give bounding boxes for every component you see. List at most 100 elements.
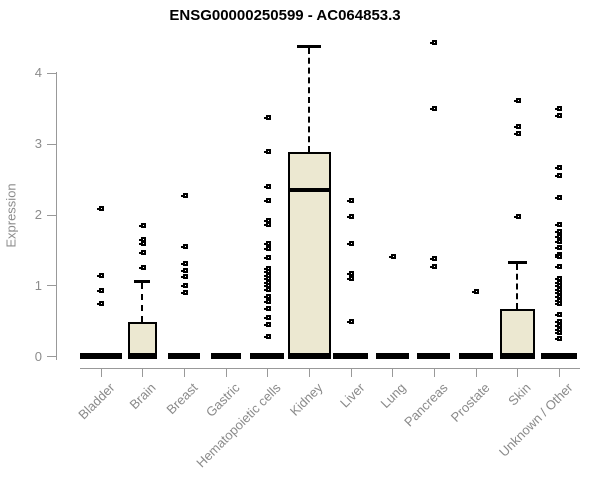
outlier-point-brain (138, 264, 146, 270)
outlier-point-hematopoietic-cells (263, 218, 271, 224)
outlier-point-hematopoietic-cells (263, 148, 271, 154)
outlier-point-hematopoietic-cells (263, 306, 271, 312)
x-axis-tick (350, 369, 352, 377)
outlier-point-skin (513, 131, 521, 137)
x-axis-tick (558, 369, 560, 377)
outlier-point-breast (180, 267, 188, 273)
outlier-point-hematopoietic-cells (263, 334, 271, 340)
box-zero-bar-liver (333, 352, 369, 359)
x-axis-tick (184, 369, 186, 377)
box-zero-bar-breast (168, 352, 201, 359)
outlier-point-unknown-other (555, 106, 563, 112)
outlier-point-bladder (97, 272, 105, 278)
outlier-point-bladder (97, 301, 105, 307)
outlier-point-bladder (97, 206, 105, 212)
box-zero-bar-skin (499, 352, 535, 359)
outlier-point-liver (347, 213, 355, 219)
outlier-point-prostate (472, 289, 480, 295)
x-axis-tick (100, 369, 102, 377)
outlier-point-unknown-other (555, 228, 563, 234)
outlier-point-unknown-other (555, 195, 563, 201)
y-axis-tick-label: 0 (34, 348, 42, 364)
outlier-point-unknown-other (555, 113, 563, 119)
outlier-point-pancreas (430, 255, 438, 261)
box-zero-bar-pancreas (417, 352, 451, 359)
box-body-brain (127, 321, 157, 353)
box-zero-bar-prostate (458, 352, 493, 359)
box-zero-bar-lung (375, 352, 409, 359)
x-axis-tick (225, 369, 227, 377)
outlier-point-brain (138, 250, 146, 256)
outlier-point-breast (180, 274, 188, 280)
outlier-point-skin (513, 213, 521, 219)
y-axis-line (56, 72, 57, 360)
outlier-point-pancreas (430, 40, 438, 46)
outlier-point-hematopoietic-cells (263, 184, 271, 190)
x-axis-tick (392, 369, 394, 377)
y-axis-tick-label: 4 (34, 65, 42, 81)
whisker-brain (141, 283, 144, 322)
chart-title: ENSG00000250599 - AC064853.3 (169, 7, 401, 24)
outlier-point-breast (180, 260, 188, 266)
y-axis-tick (47, 72, 56, 74)
outlier-point-unknown-other (555, 221, 563, 227)
x-axis-tick (309, 369, 310, 377)
outlier-point-hematopoietic-cells (263, 245, 271, 251)
x-axis-tick (475, 369, 477, 377)
outlier-point-skin (513, 123, 521, 129)
outlier-point-bladder (97, 287, 105, 293)
outlier-point-breast (180, 290, 188, 296)
outlier-point-unknown-other (555, 165, 563, 171)
outlier-point-hematopoietic-cells (263, 255, 271, 260)
box-body-kidney (287, 151, 331, 353)
outlier-point-hematopoietic-cells (263, 240, 271, 246)
outlier-point-hematopoietic-cells (263, 314, 271, 320)
whisker-skin (516, 264, 519, 309)
outlier-point-hematopoietic-cells (263, 115, 271, 121)
whisker-cap-skin (507, 261, 527, 265)
outlier-point-breast (180, 192, 188, 198)
outlier-point-hematopoietic-cells (263, 293, 271, 299)
outlier-point-hematopoietic-cells (263, 322, 271, 328)
outlier-point-hematopoietic-cells (263, 198, 271, 204)
outlier-point-unknown-other (555, 238, 563, 244)
y-axis-tick (47, 285, 56, 287)
y-axis-tick-label: 2 (34, 207, 42, 222)
outlier-point-lung (388, 253, 396, 259)
outlier-point-brain (138, 240, 146, 246)
outlier-point-hematopoietic-cells (263, 286, 271, 292)
outlier-point-brain (138, 223, 146, 229)
outlier-point-breast (180, 282, 188, 288)
outlier-point-unknown-other (555, 254, 563, 260)
outlier-point-unknown-other (555, 335, 563, 341)
outlier-point-liver (347, 240, 355, 246)
box-zero-bar-bladder (79, 352, 122, 359)
outlier-point-hematopoietic-cells (263, 222, 271, 228)
y-axis-tick-label: 1 (34, 277, 42, 293)
outlier-point-hematopoietic-cells (263, 298, 271, 304)
outlier-point-breast (180, 244, 188, 250)
whisker-cap-brain (134, 280, 151, 284)
x-axis-tick (517, 369, 519, 377)
box-zero-bar-kidney (287, 352, 331, 359)
x-axis-tick (142, 369, 144, 377)
whisker-cap-kidney (297, 44, 321, 48)
outlier-point-unknown-other (555, 312, 563, 318)
y-axis-tick (47, 143, 56, 145)
outlier-point-liver (347, 197, 355, 203)
outlier-point-unknown-other (555, 330, 563, 336)
outlier-point-pancreas (430, 263, 438, 269)
outlier-point-unknown-other (555, 245, 563, 251)
outlier-point-liver (347, 318, 355, 324)
y-axis-tick (47, 356, 56, 358)
outlier-point-skin (513, 98, 521, 104)
box-zero-bar-unknown-other (540, 352, 577, 359)
outlier-point-liver (347, 276, 355, 282)
median-line-kidney (287, 188, 331, 193)
x-axis-tick (433, 369, 435, 377)
outlier-point-unknown-other (555, 301, 563, 307)
box-zero-bar-gastric (210, 352, 241, 359)
x-axis-line (80, 368, 580, 369)
y-axis-tick-label: 3 (34, 136, 42, 152)
